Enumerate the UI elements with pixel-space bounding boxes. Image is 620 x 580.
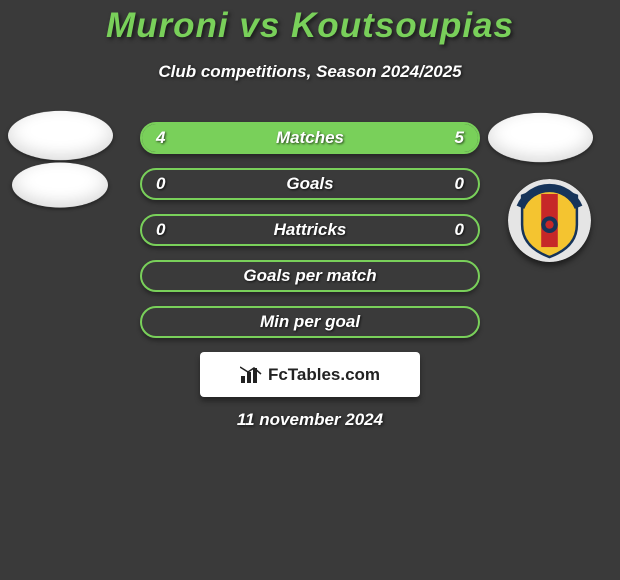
subtitle: Club competitions, Season 2024/2025 [0,62,620,82]
bar-chart-icon [240,366,262,384]
page-title: Muroni vs Koutsoupias [0,6,620,46]
stat-value-right: 0 [455,220,464,240]
stat-label: Goals per match [142,266,478,286]
stat-label: Hattricks [142,220,478,240]
shield-icon [508,179,591,262]
brand-footer: FcTables.com [200,352,420,397]
stat-value-right: 0 [455,174,464,194]
stat-label: Goals [142,174,478,194]
left-player-shadow [12,162,108,207]
brand-label: FcTables.com [268,365,380,385]
stat-label: Matches [142,128,478,148]
stat-row: 4Matches5 [140,122,480,154]
stat-value-right: 5 [455,128,464,148]
stat-row: 0Hattricks0 [140,214,480,246]
stat-row: 0Goals0 [140,168,480,200]
stat-row: Min per goal [140,306,480,338]
date-label: 11 november 2024 [0,410,620,430]
left-player-avatar [8,110,113,159]
right-team-badge [508,179,591,262]
stat-label: Min per goal [142,312,478,332]
stat-row: Goals per match [140,260,480,292]
right-player-avatar [488,112,593,161]
